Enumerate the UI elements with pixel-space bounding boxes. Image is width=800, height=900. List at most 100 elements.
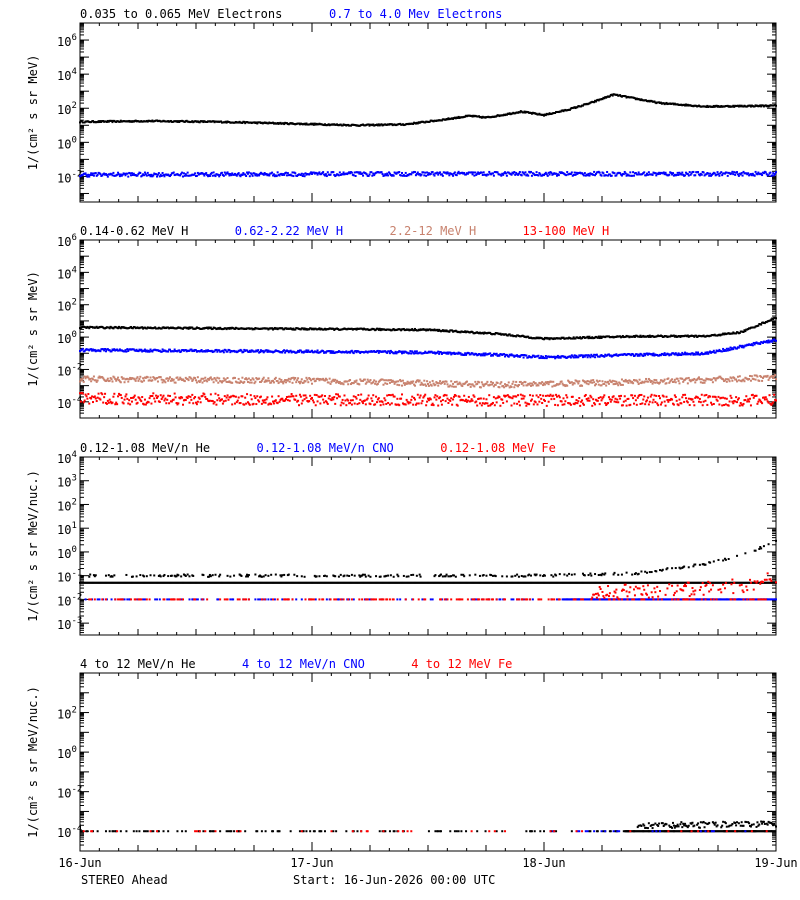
data-point [255, 377, 258, 380]
data-point [194, 396, 197, 399]
data-point [620, 383, 623, 386]
data-point [663, 173, 666, 176]
data-point [285, 396, 288, 399]
data-point [86, 375, 89, 378]
data-point [542, 394, 545, 397]
data-point [621, 334, 624, 337]
data-point [130, 400, 133, 403]
data-point [246, 378, 249, 381]
data-point [515, 171, 518, 174]
data-point [390, 380, 393, 383]
data-point [127, 349, 130, 352]
data-point [156, 396, 159, 399]
data-point [571, 395, 574, 398]
data-point [329, 173, 332, 176]
data-point [461, 385, 464, 388]
data-point [260, 379, 263, 382]
data-point [496, 381, 499, 384]
data-point [592, 398, 595, 401]
data-point [655, 379, 658, 382]
data-point [691, 398, 694, 401]
data-point [419, 394, 422, 397]
data-point [530, 384, 533, 387]
data-point [612, 395, 615, 398]
data-point [678, 382, 681, 385]
data-point [643, 352, 646, 355]
data-point [247, 350, 250, 353]
data-point [471, 383, 474, 386]
data-point [728, 380, 731, 383]
data-point [352, 395, 355, 398]
data-point [154, 400, 157, 403]
data-point [727, 347, 730, 350]
data-point [292, 327, 295, 330]
data-point [677, 404, 680, 407]
data-point [363, 378, 366, 381]
data-point [156, 175, 159, 178]
data-point [664, 171, 667, 174]
data-point [148, 173, 151, 176]
data-point [481, 383, 484, 386]
data-point [473, 395, 476, 398]
data-point [126, 397, 129, 400]
data-point [465, 380, 468, 383]
data-point [443, 393, 446, 396]
data-point [323, 173, 326, 176]
data-point [236, 381, 239, 384]
data-point [82, 380, 85, 383]
data-point [769, 319, 772, 322]
data-point [488, 170, 491, 173]
data-point [655, 394, 658, 397]
data-point [736, 380, 739, 383]
data-point [148, 397, 151, 400]
data-point [695, 334, 698, 337]
data-point [594, 356, 597, 359]
data-point [388, 350, 391, 353]
data-point [423, 351, 426, 354]
data-point [349, 383, 352, 386]
data-point [305, 376, 308, 379]
data-point [271, 327, 274, 330]
data-point [529, 382, 532, 385]
data-point [659, 397, 661, 400]
data-point [377, 123, 380, 126]
data-point [208, 175, 211, 178]
data-point [477, 171, 480, 174]
data-point [738, 331, 741, 334]
data-point [760, 375, 763, 378]
data-point [279, 398, 282, 401]
data-point [653, 378, 656, 381]
data-point [174, 396, 177, 399]
data-point [770, 339, 773, 342]
data-point [94, 379, 97, 382]
data-point [127, 402, 130, 405]
data-point [774, 172, 777, 175]
data-point [415, 172, 418, 175]
data-point [180, 350, 183, 353]
data-point [525, 404, 528, 407]
data-point [359, 398, 362, 401]
data-point [713, 172, 716, 175]
data-point [635, 379, 638, 382]
data-point [148, 350, 151, 353]
data-point [352, 174, 355, 177]
data-point [115, 401, 118, 404]
y-tick-label: 104 [57, 265, 77, 281]
data-point [736, 171, 739, 174]
data-point [259, 380, 262, 383]
data-point [674, 352, 677, 355]
data-point [762, 172, 765, 175]
data-point [629, 380, 632, 383]
data-point [88, 175, 91, 178]
data-point [619, 94, 622, 97]
data-point [289, 378, 292, 381]
data-point [543, 383, 546, 386]
data-point [555, 172, 558, 175]
data-point [474, 380, 477, 383]
data-point [117, 327, 120, 330]
data-point [186, 171, 189, 174]
data-point [369, 403, 372, 406]
data-point [724, 349, 727, 352]
data-point [545, 382, 548, 385]
